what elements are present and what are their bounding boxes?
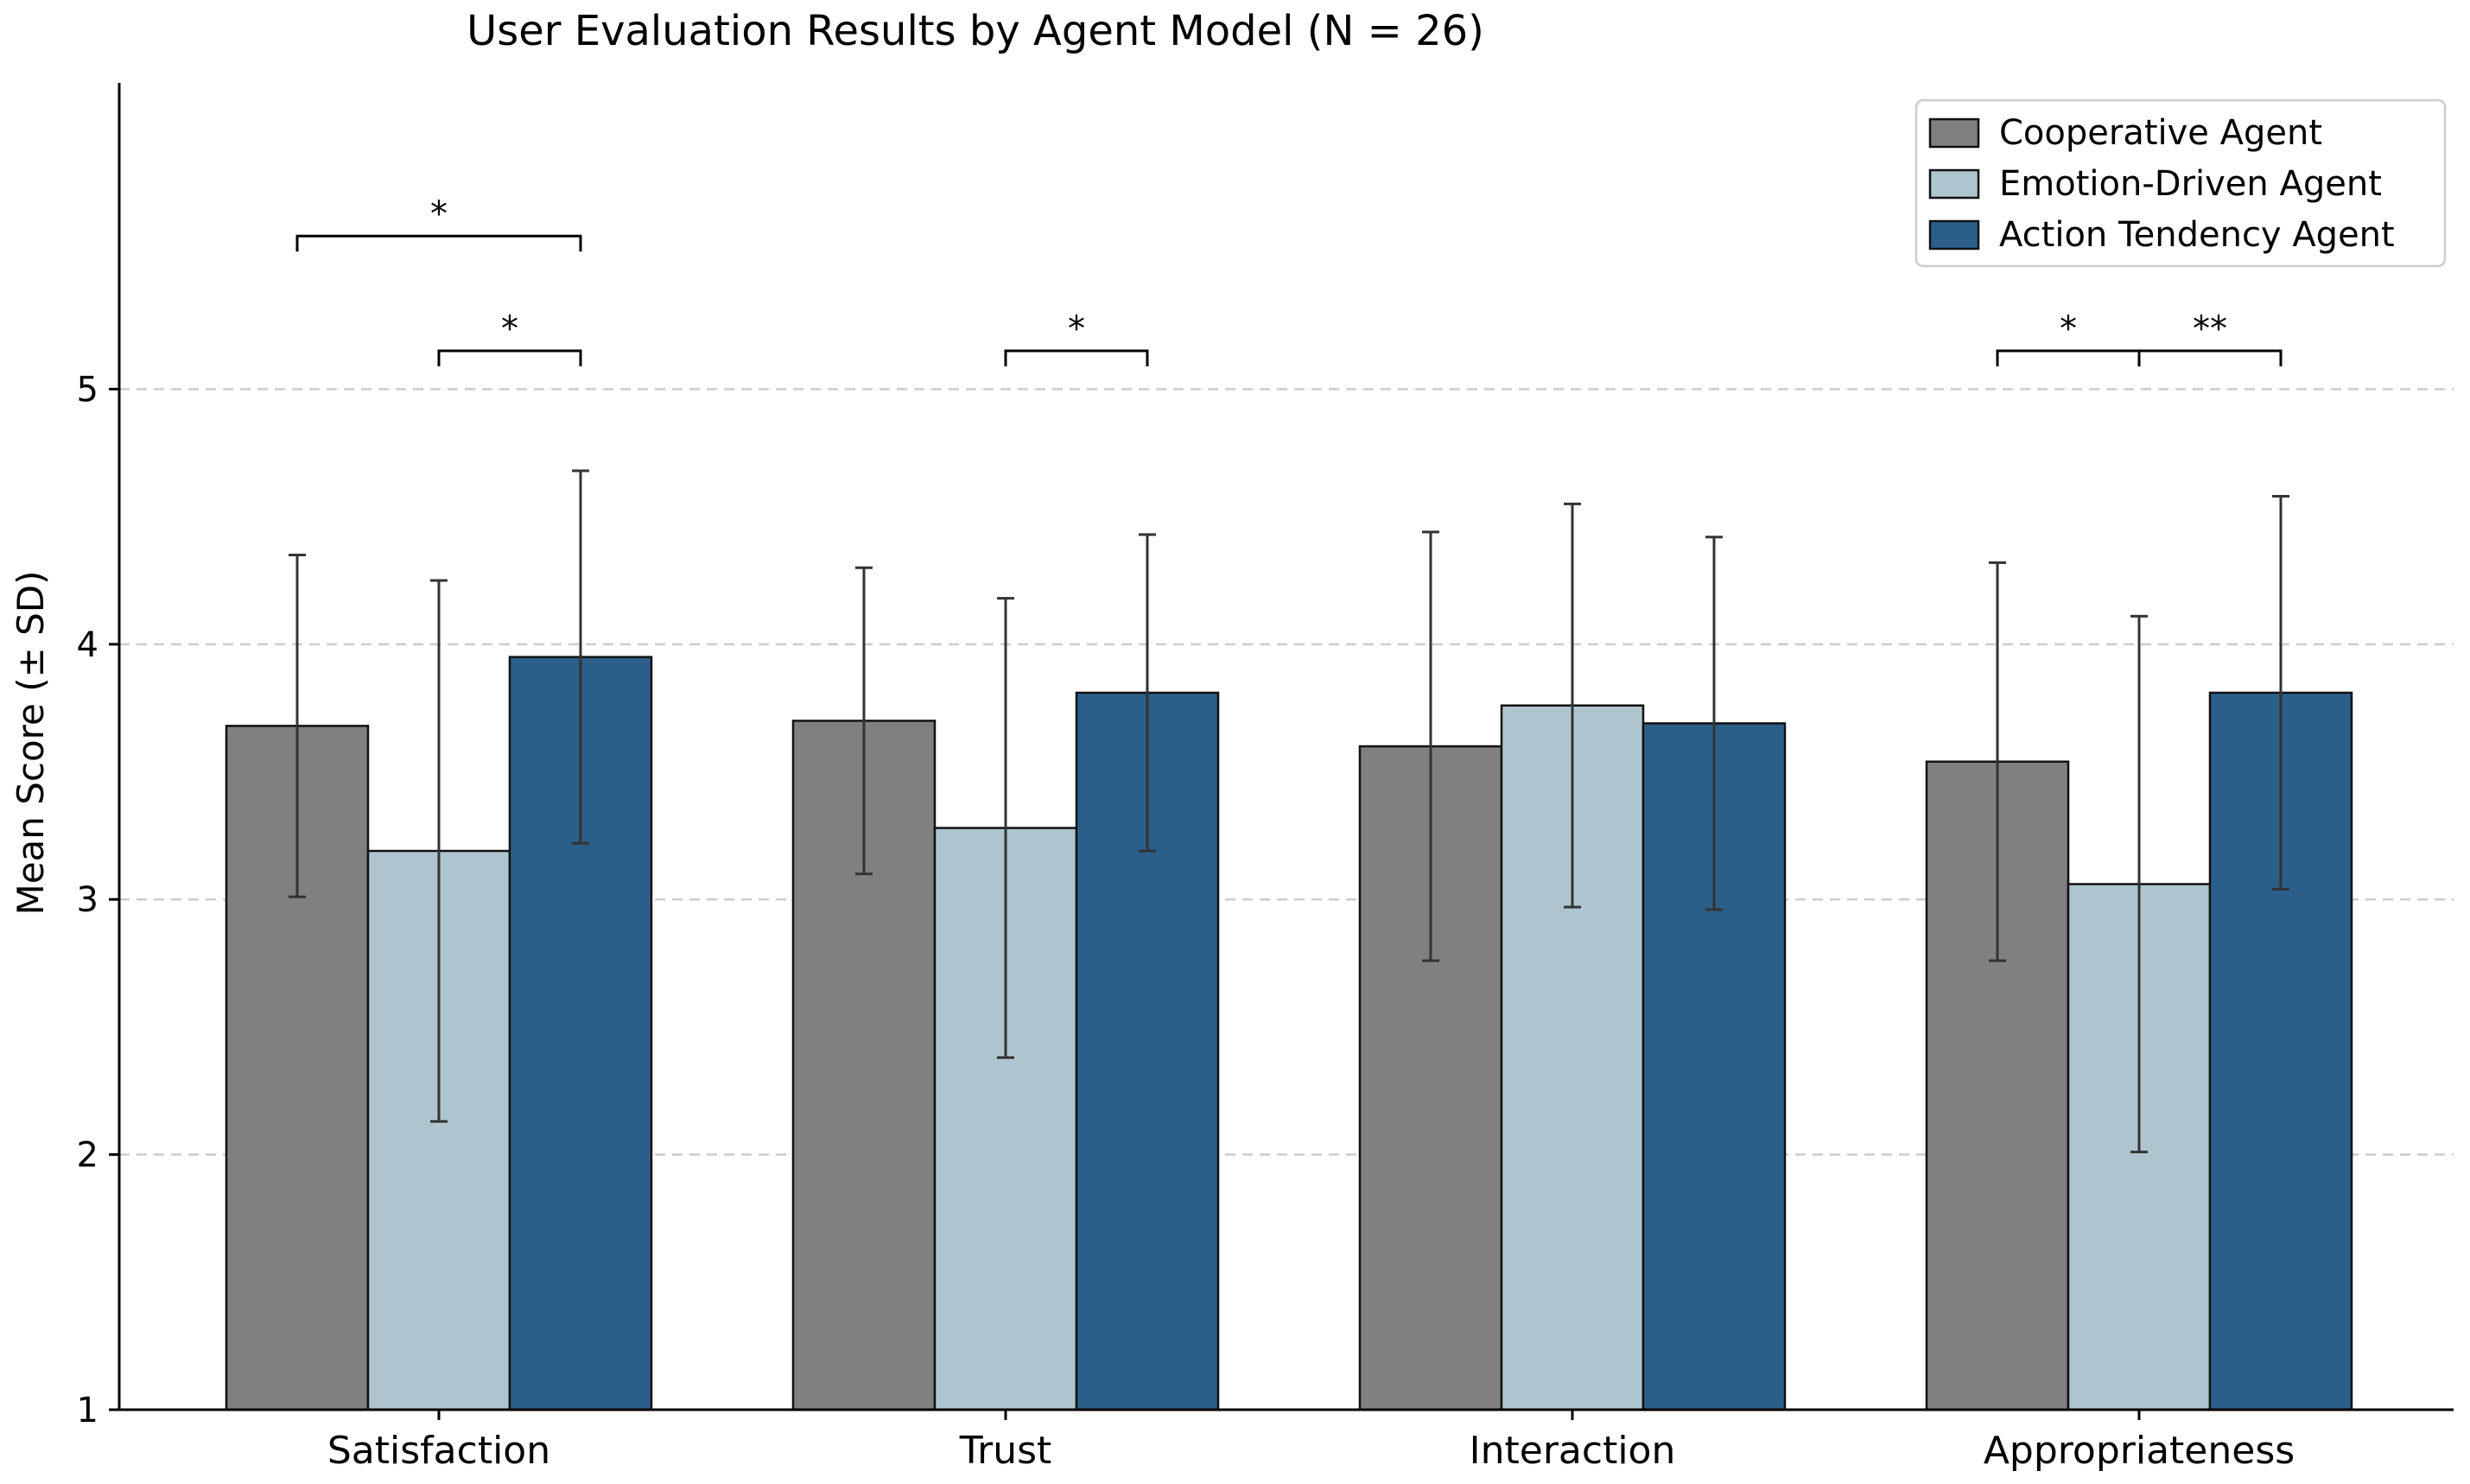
bracket-line — [437, 349, 582, 367]
significance-brackets: ** * * ** — [295, 194, 2283, 367]
legend-entry: Emotion-Driven Agent — [1928, 164, 2382, 204]
chart-title: User Evaluation Results by Agent Model (… — [467, 7, 1484, 55]
significance-bracket: * — [437, 309, 582, 367]
error-bars — [289, 469, 2289, 1154]
significance-label: * — [430, 194, 448, 234]
bracket-line — [1004, 349, 1149, 367]
error-bar — [855, 566, 873, 876]
error-bar — [1139, 533, 1156, 853]
significance-bracket: ** — [2137, 309, 2283, 367]
legend-box — [1914, 98, 2447, 268]
y-tick-label: 2 — [77, 1136, 98, 1176]
legend-swatch — [1928, 168, 1980, 200]
legend-swatch — [1928, 219, 1980, 251]
error-bar — [289, 553, 306, 898]
y-tick-label: 1 — [77, 1391, 98, 1430]
error-bar — [1989, 561, 2006, 962]
x-tick-label: Interaction — [1470, 1429, 1676, 1473]
error-bar — [2130, 614, 2148, 1154]
bars — [225, 656, 2353, 1411]
significance-label: * — [2060, 309, 2077, 349]
axes: 1 2 3 4 5 Satisfaction Trust Interaction Appropr… — [77, 83, 2454, 1473]
error-bar — [430, 579, 448, 1123]
y-axis-label: Mean Score (± SD) — [10, 570, 52, 915]
y-tick-label: 4 — [77, 625, 98, 665]
error-bar — [997, 597, 1014, 1059]
legend-label: Cooperative Agent — [1999, 113, 2322, 153]
significance-label: ** — [2193, 309, 2227, 349]
error-bar — [1564, 502, 1581, 909]
bracket-line — [295, 234, 582, 252]
significance-label: * — [501, 309, 518, 349]
x-tick-label: Appropriateness — [1984, 1429, 2295, 1473]
significance-bracket: * — [1996, 309, 2141, 367]
legend-label: Action Tendency Agent — [1999, 215, 2395, 255]
y-tick-label: 3 — [77, 880, 98, 920]
x-tick-label: Trust — [959, 1429, 1052, 1473]
legend-entry: Action Tendency Agent — [1928, 215, 2395, 255]
significance-label: * — [1068, 309, 1085, 349]
error-bar — [572, 469, 589, 845]
error-bar — [2272, 495, 2289, 891]
bracket-line — [2137, 349, 2283, 367]
bracket-line — [1996, 349, 2141, 367]
x-tick-label: Satisfaction — [327, 1429, 550, 1473]
legend: Cooperative Agent Emotion-Driven Agent Act… — [1914, 98, 2447, 268]
significance-bracket: * — [1004, 309, 1149, 367]
significance-bracket: * — [295, 194, 582, 252]
error-bar — [1705, 536, 1723, 911]
legend-entry: Cooperative Agent — [1928, 113, 2322, 153]
y-tick-label: 5 — [77, 370, 98, 409]
legend-swatch — [1928, 117, 1980, 149]
legend-label: Emotion-Driven Agent — [1999, 164, 2382, 204]
error-bar — [1422, 530, 1439, 962]
